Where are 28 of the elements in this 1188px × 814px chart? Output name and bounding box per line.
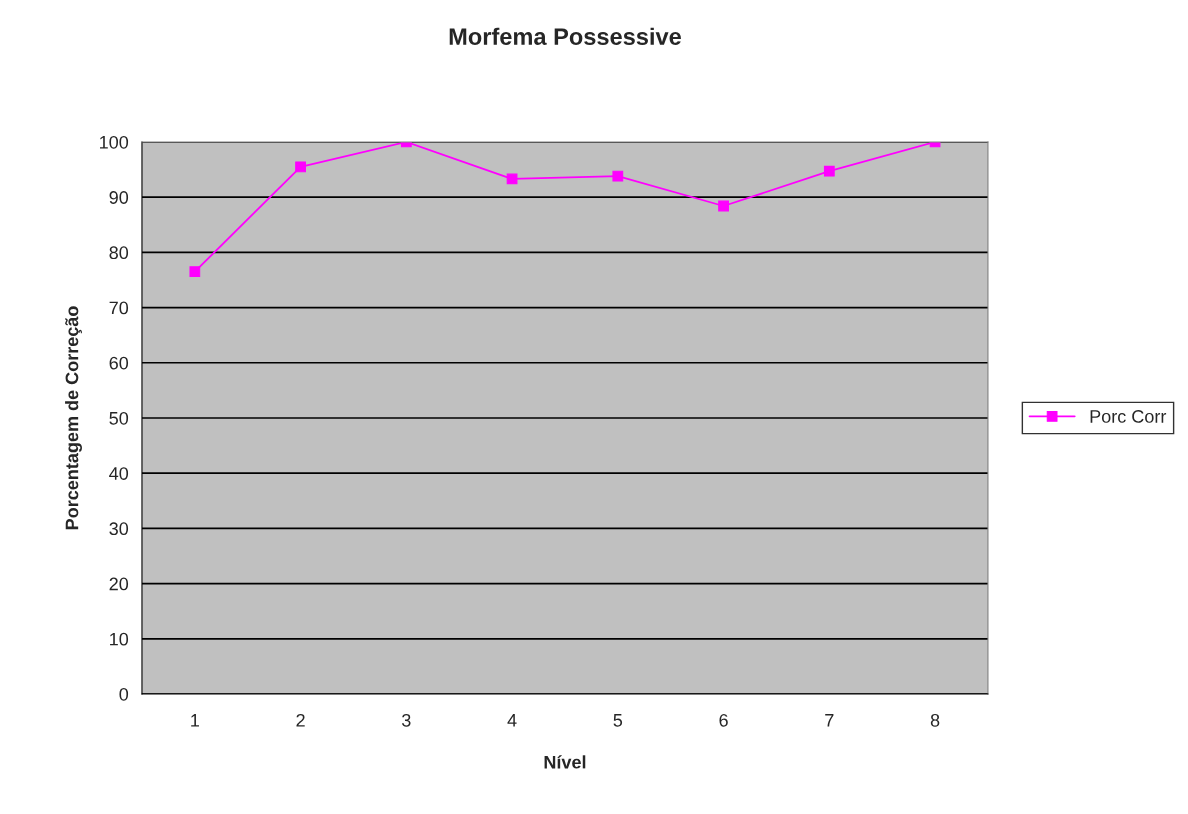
y-tick-label: 100: [100, 135, 129, 149]
x-tick-label: 1: [191, 714, 199, 727]
legend-label: Porc Corr: [1090, 410, 1167, 423]
point: [295, 161, 306, 173]
x-tick-label: 2: [296, 713, 305, 727]
y-tick-label: 20: [109, 577, 129, 591]
y-tick-label: 30: [109, 522, 129, 536]
y-axis-title: Porcentagem de Correção: [65, 306, 82, 530]
x-tick-label: 7: [825, 714, 834, 727]
point: [718, 200, 729, 212]
y-tick-label: 90: [109, 191, 129, 204]
y-tick-label: 0: [119, 687, 129, 701]
y-tick-label: 60: [109, 356, 129, 370]
point: [823, 165, 835, 177]
y-tick-label: 40: [109, 467, 129, 480]
x-tick-label: 4: [507, 714, 517, 727]
y-tick-label: 80: [109, 246, 129, 260]
point: [612, 170, 624, 182]
y-tick-label: 50: [109, 411, 129, 425]
chart-title: Morfema Possessive: [449, 27, 681, 45]
y-tick-label: 70: [109, 301, 129, 315]
x-tick-label: 5: [613, 714, 623, 727]
x-axis-title: Nível: [544, 755, 586, 769]
x-tick-label: 3: [402, 713, 411, 727]
y-tick-label: 10: [110, 632, 129, 646]
point: [189, 266, 201, 278]
x-tick-label: 6: [719, 713, 728, 727]
x-tick-label: 8: [930, 713, 940, 727]
